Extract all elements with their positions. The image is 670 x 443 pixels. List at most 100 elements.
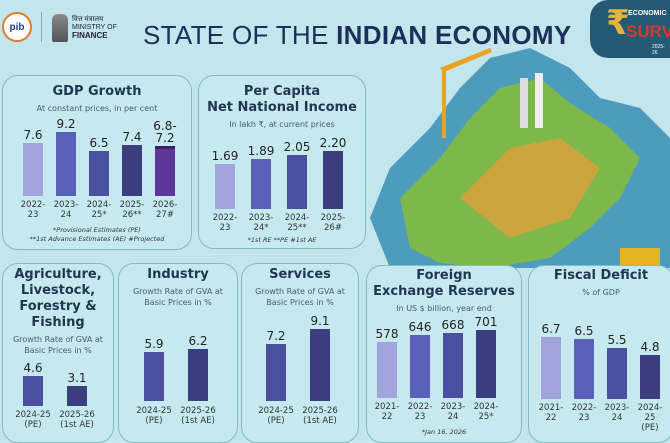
bar: [541, 337, 561, 399]
bar-column: 5.5: [607, 334, 627, 399]
bar-column: 7.2: [266, 330, 286, 401]
category-label: 2024-25 (PE): [258, 406, 294, 426]
bar-column: 9.1: [310, 315, 330, 401]
category-label: 2025-26 (1st AE): [302, 406, 338, 426]
data-label: 7.6: [23, 128, 43, 143]
bar: [640, 354, 660, 399]
chart-subtitle: % of GDP: [582, 288, 620, 297]
category-label: 2023- 24: [53, 200, 79, 220]
category-label: 2024-25 (PE): [136, 406, 172, 426]
bar: [323, 151, 343, 209]
bar: [266, 344, 286, 401]
data-label: 4.6: [23, 361, 43, 375]
chart-subtitle: In US $ billion, year end: [396, 304, 492, 313]
survey-year: 2025-26: [652, 44, 665, 56]
ministry-label: वित्त मंत्रालय MINISTRY OF FINANCE: [72, 16, 117, 41]
bar: [89, 150, 109, 196]
data-label: 7.2: [266, 329, 286, 344]
bar: [144, 351, 164, 401]
header: pib वित्त मंत्रालय MINISTRY OF FINANCE S…: [0, 0, 670, 58]
data-label: 6.7: [541, 322, 561, 336]
category-label: 2024-25 (PE): [15, 410, 51, 430]
rupee-icon: ₹: [606, 3, 630, 43]
page-title: STATE OF THE INDIAN ECONOMY: [143, 20, 571, 51]
bar-column: 7.6: [23, 129, 43, 196]
category-label: 2025- 26#: [320, 213, 346, 233]
data-label: 6.5: [574, 323, 594, 338]
category-label: 2024- 25**: [284, 213, 310, 233]
bar-column: 701: [475, 316, 497, 398]
survey-label: ECONOMIC: [628, 10, 667, 17]
data-label: 3.1: [67, 370, 87, 385]
data-label: 5.9: [144, 336, 164, 351]
bar-column: 9.2: [56, 118, 76, 196]
bar: [23, 376, 43, 406]
chart-subtitle: Growth Rate of GVA at Basic Prices in %: [133, 287, 223, 307]
category-label: 2021- 22: [538, 403, 564, 423]
category-label: 2023- 24: [604, 403, 630, 423]
data-label: 4.8: [640, 339, 660, 354]
title-bold: INDIAN ECONOMY: [336, 20, 572, 50]
data-label: 9.1: [310, 314, 330, 328]
data-label: 578: [375, 326, 399, 341]
category-label: 2023- 24: [440, 402, 466, 422]
category-label: 2026- 27#: [152, 200, 178, 220]
pib-logo: pib: [2, 12, 32, 42]
category-label: 2022- 23: [20, 200, 46, 220]
category-label: 2025-26 (1st AE): [59, 410, 95, 430]
economic-survey-logo: [590, 0, 670, 58]
bar-column: 6.7: [541, 323, 561, 399]
footnote: **1st Advance Estimates (AE) #Projected: [29, 235, 165, 243]
ministry-line1: MINISTRY OF: [72, 24, 117, 31]
bar: [287, 154, 307, 209]
chart-subtitle: Growth Rate of GVA at Basic Prices in %: [13, 335, 103, 355]
bar: [251, 159, 271, 209]
data-label: 668: [441, 318, 465, 333]
bar-column: 578: [375, 326, 399, 398]
category-label: 2022- 23: [571, 403, 597, 423]
bar: [607, 348, 627, 399]
bar-column: 7.4: [122, 131, 142, 196]
bar: [155, 145, 175, 196]
data-label: 7.4: [122, 129, 142, 144]
bar-column: 3.1: [67, 372, 87, 406]
panel-forex-reserves: Foreign Exchange Reserves In US $ billion…: [366, 265, 522, 443]
footnote: *1st RE **PE #1st AE: [247, 236, 317, 244]
category-label: 2024- 25 (PE): [637, 403, 663, 433]
bar-column: 2.20: [320, 137, 346, 209]
bar: [23, 143, 43, 196]
chart-title: Industry: [147, 267, 209, 282]
panel-fiscal-deficit: Fiscal Deficit % of GDP 6.7 2021- 22 6.5 2022…: [528, 265, 670, 443]
chart-subtitle: In lakh ₹, at current prices: [229, 120, 335, 129]
bar-column: 6.5: [89, 137, 109, 196]
panel-per-capita-income: Per Capita Net National Income In lakh ₹,…: [198, 75, 366, 249]
data-label: 6.5: [89, 135, 109, 150]
bar-column: 4.8: [640, 341, 660, 399]
bar: [377, 341, 397, 398]
data-label: 2.20: [319, 136, 347, 150]
panel-services: Services Growth Rate of GVA at Basic Pric…: [241, 263, 359, 443]
chart-title: Foreign Exchange Reserves: [373, 268, 515, 299]
chart-subtitle: At constant prices, in per cent: [36, 104, 158, 113]
data-label: 9.2: [56, 117, 76, 131]
divider: [41, 12, 42, 42]
bar: [310, 329, 330, 401]
chart-title: Fiscal Deficit: [553, 268, 649, 283]
bar: [476, 330, 496, 398]
panel-industry: Industry Growth Rate of GVA at Basic Pric…: [118, 263, 238, 443]
footnote: *Jan 16, 2026: [421, 428, 467, 436]
bar: [574, 338, 594, 399]
ministry-hindi: वित्त मंत्रालय: [72, 16, 104, 23]
bar-column: 4.6: [23, 362, 43, 406]
data-label: 5.5: [607, 333, 627, 348]
data-label: 1.69: [211, 149, 239, 164]
bar-column: 1.69: [212, 150, 238, 209]
panel-gdp-growth: GDP Growth At constant prices, in per cen…: [2, 75, 192, 250]
bar-column: 5.9: [144, 338, 164, 401]
data-label: 6.2: [188, 334, 208, 348]
chart-subtitle: Growth Rate of GVA at Basic Prices in %: [255, 287, 345, 307]
bar: [122, 144, 142, 196]
category-label: 2021- 22: [374, 402, 400, 422]
category-label: 2023- 24*: [248, 213, 274, 233]
chart-title: GDP Growth: [52, 84, 142, 99]
